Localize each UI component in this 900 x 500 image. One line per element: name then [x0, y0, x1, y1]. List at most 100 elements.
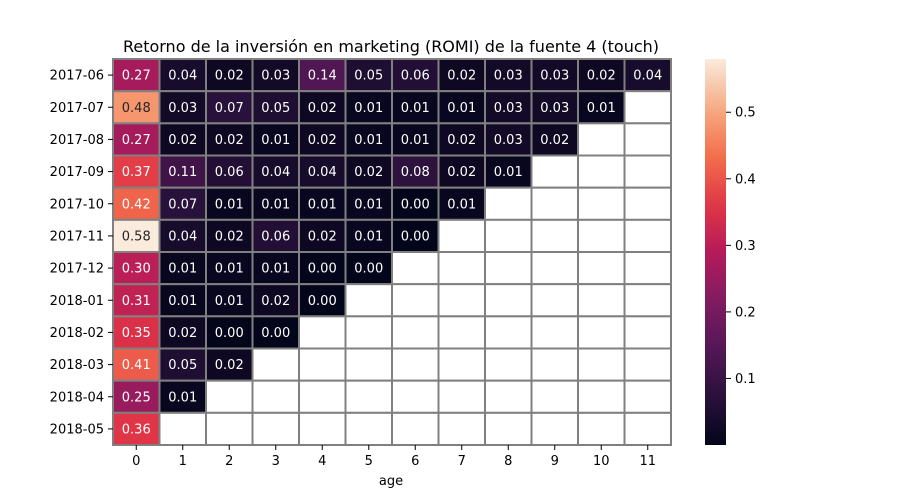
- heatmap-cell: [484, 347, 533, 382]
- heatmap-cell: [623, 122, 672, 157]
- cell-value-label: 0.03: [168, 101, 197, 116]
- cell-value-label: 0.01: [261, 197, 290, 212]
- cell-value-label: 0.02: [215, 69, 244, 84]
- heatmap-cell: [577, 251, 626, 286]
- cell-value-label: 0.25: [122, 390, 151, 405]
- heatmap-cell: [344, 283, 393, 318]
- cell-value-label: 0.04: [261, 165, 290, 180]
- cell-value-label: 0.02: [215, 358, 244, 373]
- cell-value-label: 0.03: [494, 101, 523, 116]
- x-tick-label: 4: [318, 454, 326, 469]
- cell-value-label: 0.06: [261, 229, 290, 244]
- heatmap-cell: [623, 315, 672, 350]
- cell-value-label: 0.02: [215, 229, 244, 244]
- cell-value-label: 0.00: [261, 326, 290, 341]
- heatmap-cell: [344, 347, 393, 382]
- cell-value-label: 0.41: [122, 358, 151, 373]
- heatmap-cell: [530, 186, 579, 221]
- y-tick-label: 2018-05: [50, 422, 104, 437]
- cell-value-label: 0.37: [122, 165, 151, 180]
- cell-value-label: 0.27: [122, 133, 151, 148]
- cell-value-label: 0.01: [447, 101, 476, 116]
- heatmap-cell: [298, 283, 347, 318]
- cell-value-label: 0.07: [168, 197, 197, 212]
- y-tick-label: 2017-11: [50, 229, 104, 244]
- cell-value-label: 0.02: [308, 229, 337, 244]
- heatmap-cell: [530, 154, 579, 189]
- cell-value-label: 0.06: [401, 69, 430, 84]
- cell-value-label: 0.04: [308, 165, 337, 180]
- heatmap-cell: [158, 411, 207, 447]
- heatmap-cell: [437, 58, 486, 93]
- heatmap-cell: [577, 411, 626, 447]
- cell-value-label: 0.02: [447, 133, 476, 148]
- heatmap-cell: [623, 90, 672, 125]
- cell-value-label: 0.06: [215, 165, 244, 180]
- heatmap-cell: [391, 347, 440, 382]
- heatmap-cell: [577, 347, 626, 382]
- cell-value-label: 0.02: [168, 326, 197, 341]
- cell-value-label: 0.01: [494, 165, 523, 180]
- cell-value-label: 0.11: [168, 165, 197, 180]
- heatmap-cell: [437, 379, 486, 414]
- x-axis-label: age: [379, 474, 403, 489]
- cell-value-label: 0.07: [215, 101, 244, 116]
- heatmap-cell: [437, 347, 486, 382]
- heatmap-cell: [437, 251, 486, 286]
- cell-value-label: 0.30: [122, 262, 151, 277]
- heatmap-cell: [391, 315, 440, 350]
- cell-value-label: 0.01: [401, 101, 430, 116]
- y-axis-ticks: 2017-06 2017-07 2017-08 2017-09 2017-10 2017-…: [50, 69, 113, 437]
- heatmap-cell: [530, 379, 579, 414]
- heatmap-cell: [251, 411, 300, 447]
- y-tick-label: 2018-03: [50, 358, 104, 373]
- heatmap-cell: [577, 154, 626, 189]
- heatmap-cell: [391, 283, 440, 318]
- cell-value-label: 0.04: [168, 229, 197, 244]
- y-tick-label: 2017-09: [50, 165, 104, 180]
- colorbar-tick-label: 0.4: [735, 172, 756, 187]
- heatmap-cell: [530, 218, 579, 253]
- cell-value-label: 0.02: [447, 165, 476, 180]
- cell-value-label: 0.01: [215, 262, 244, 277]
- cell-value-label: 0.02: [587, 69, 616, 84]
- cell-value-label: 0.03: [540, 101, 569, 116]
- heatmap-cell: [623, 251, 672, 286]
- heatmap-cell: [484, 315, 533, 350]
- heatmap-cell: [530, 411, 579, 447]
- x-tick-label: 6: [411, 454, 419, 469]
- heatmap-cell: [437, 411, 486, 447]
- cell-value-label: 0.31: [122, 294, 151, 309]
- cell-value-label: 0.48: [122, 101, 151, 116]
- cell-value-label: 0.03: [261, 69, 290, 84]
- heatmap-cell: [437, 90, 486, 125]
- heatmap-cell: [344, 186, 393, 221]
- heatmap-cell: [484, 411, 533, 447]
- heatmap-cell: [298, 411, 347, 447]
- chart-title: Retorno de la inversión en marketing (RO…: [123, 37, 659, 56]
- heatmap-cell: [623, 283, 672, 318]
- heatmap-cell: [484, 251, 533, 286]
- heatmap-cell: [344, 411, 393, 447]
- cell-value-label: 0.01: [354, 229, 383, 244]
- cell-value-label: 0.02: [215, 133, 244, 148]
- y-tick-label: 2017-08: [50, 133, 104, 148]
- cell-value-label: 0.01: [261, 133, 290, 148]
- cell-value-label: 0.01: [354, 133, 383, 148]
- cell-value-label: 0.01: [215, 197, 244, 212]
- heatmap-cell: [391, 379, 440, 414]
- x-tick-label: 9: [551, 454, 559, 469]
- x-axis-ticks: 0 1 2 3 4 5 6 7 8 9 10 11: [132, 445, 656, 469]
- cell-value-label: 0.03: [494, 133, 523, 148]
- x-tick-label: 0: [132, 454, 140, 469]
- heatmap-cell: [205, 283, 254, 318]
- cell-value-label: 0.01: [447, 197, 476, 212]
- colorbar: 0.1 0.2 0.3 0.4 0.5: [705, 59, 756, 445]
- heatmap-cell: [484, 283, 533, 318]
- heatmap-cell: [623, 154, 672, 189]
- x-tick-label: 1: [179, 454, 187, 469]
- cell-value-label: 0.00: [308, 294, 337, 309]
- cell-value-label: 0.03: [494, 69, 523, 84]
- heatmap-cell: [158, 379, 207, 414]
